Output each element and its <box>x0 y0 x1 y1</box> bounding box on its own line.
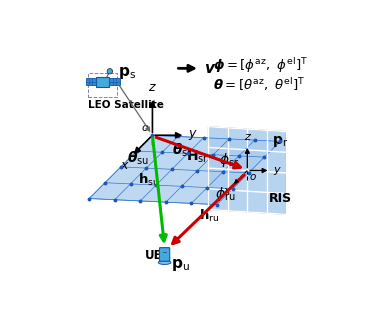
Polygon shape <box>208 127 286 214</box>
Text: $x$: $x$ <box>223 186 232 196</box>
Text: $\mathbf{p}_\mathrm{s}$: $\mathbf{p}_\mathrm{s}$ <box>118 65 136 81</box>
Text: $\mathbf{p}_\mathrm{r}$: $\mathbf{p}_\mathrm{r}$ <box>272 134 288 149</box>
Circle shape <box>107 69 113 74</box>
Text: $\mathbf{H}_{\mathrm{sr}}$: $\mathbf{H}_{\mathrm{sr}}$ <box>186 149 209 165</box>
Text: $\boldsymbol{\phi}=[\phi^{\mathrm{az}},\ \phi^{\mathrm{el}}]^{\mathrm{T}}$: $\boldsymbol{\phi}=[\phi^{\mathrm{az}},\… <box>213 57 308 75</box>
Text: $\phi_{\mathrm{ru}}$: $\phi_{\mathrm{ru}}$ <box>215 185 236 203</box>
Text: $\mathbf{h}_{\mathrm{ru}}$: $\mathbf{h}_{\mathrm{ru}}$ <box>199 208 220 224</box>
Text: $\mathbf{h}_{\mathrm{su}}$: $\mathbf{h}_{\mathrm{su}}$ <box>138 172 160 188</box>
Text: LEO Satellite: LEO Satellite <box>89 100 164 111</box>
Text: $z$: $z$ <box>245 132 253 142</box>
Text: $\boldsymbol{\theta}_{\mathrm{sr}}$: $\boldsymbol{\theta}_{\mathrm{sr}}$ <box>172 141 193 159</box>
Polygon shape <box>89 135 280 204</box>
Text: $\phi_{\mathrm{sr}}$: $\phi_{\mathrm{sr}}$ <box>219 151 239 168</box>
Text: $\boldsymbol{v}$: $\boldsymbol{v}$ <box>204 61 216 76</box>
Bar <box>85 78 96 85</box>
Ellipse shape <box>158 261 171 264</box>
Text: $\boldsymbol{\theta}_{\mathrm{su}}$: $\boldsymbol{\theta}_{\mathrm{su}}$ <box>127 150 149 167</box>
Bar <box>109 78 120 85</box>
Text: RIS: RIS <box>269 192 292 205</box>
Text: $y$: $y$ <box>188 128 198 142</box>
Text: $o$: $o$ <box>141 123 149 133</box>
Text: $z$: $z$ <box>148 82 157 94</box>
Bar <box>96 77 109 87</box>
Text: UE: UE <box>145 249 163 262</box>
Text: $\boldsymbol{\theta}=[\theta^{\mathrm{az}},\ \theta^{\mathrm{el}}]^{\mathrm{T}}$: $\boldsymbol{\theta}=[\theta^{\mathrm{az… <box>213 76 305 93</box>
Text: $x$: $x$ <box>120 159 130 172</box>
Text: $y$: $y$ <box>273 165 282 177</box>
FancyBboxPatch shape <box>160 248 170 261</box>
Text: $\mathbf{p}_\mathrm{u}$: $\mathbf{p}_\mathrm{u}$ <box>171 258 190 273</box>
Text: $o$: $o$ <box>249 173 257 182</box>
